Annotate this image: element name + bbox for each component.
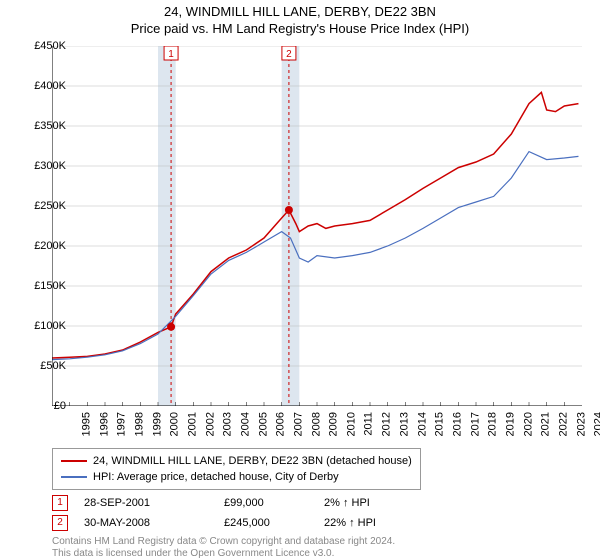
legend-swatch-icon [61,476,87,478]
y-axis-tick-label: £300K [20,160,66,172]
x-axis-tick-label: 2018 [487,412,499,436]
x-axis-tick-label: 2000 [169,412,181,436]
x-axis-tick-label: 2010 [345,412,357,436]
x-axis-tick-label: 2022 [557,412,569,436]
chart-subtitle: Price paid vs. HM Land Registry's House … [0,21,600,36]
x-axis-tick-label: 1997 [116,412,128,436]
x-axis-tick-label: 1996 [98,412,110,436]
sale-pct: 22% ↑ HPI [324,517,376,529]
x-axis-tick-label: 2021 [540,412,552,436]
legend-label: 24, WINDMILL HILL LANE, DERBY, DE22 3BN … [93,455,412,467]
x-axis-tick-label: 2014 [416,412,428,436]
sale-record-2: 2 30-MAY-2008 £245,000 22% ↑ HPI [52,514,376,532]
sale-price: £245,000 [224,517,324,529]
sale-price: £99,000 [224,497,324,509]
attribution-line1: Contains HM Land Registry data © Crown c… [52,536,395,548]
sale-date: 30-MAY-2008 [84,517,224,529]
x-axis-tick-label: 2008 [310,412,322,436]
legend-swatch-icon [61,460,87,462]
y-axis-tick-label: £50K [20,360,66,372]
x-axis-tick-label: 2005 [257,412,269,436]
x-axis-tick-label: 2009 [328,412,340,436]
x-axis-tick-label: 2013 [398,412,410,436]
x-axis-tick-label: 1998 [133,412,145,436]
attribution-line2: This data is licensed under the Open Gov… [52,548,395,560]
y-axis-tick-label: £150K [20,280,66,292]
sale-record-1: 1 28-SEP-2001 £99,000 2% ↑ HPI [52,494,370,512]
attribution-text: Contains HM Land Registry data © Crown c… [52,536,395,560]
chart-legend: 24, WINDMILL HILL LANE, DERBY, DE22 3BN … [52,448,421,490]
x-axis-tick-label: 2003 [222,412,234,436]
chart-title: 24, WINDMILL HILL LANE, DERBY, DE22 3BN [0,4,600,19]
x-axis-tick-label: 2004 [239,412,251,436]
x-axis-tick-label: 2015 [434,412,446,436]
y-axis-tick-label: £250K [20,200,66,212]
x-axis-tick-label: 2024 [593,412,600,436]
x-axis-tick-label: 2020 [522,412,534,436]
y-axis-tick-label: £350K [20,120,66,132]
line-chart-svg: 12 [52,46,582,406]
x-axis-tick-label: 2001 [186,412,198,436]
x-axis-tick-label: 2016 [451,412,463,436]
y-axis-tick-label: £100K [20,320,66,332]
y-axis-tick-label: £200K [20,240,66,252]
legend-item-property: 24, WINDMILL HILL LANE, DERBY, DE22 3BN … [61,453,412,469]
x-axis-tick-label: 1999 [151,412,163,436]
legend-label: HPI: Average price, detached house, City… [93,471,339,483]
x-axis-tick-label: 1995 [80,412,92,436]
sale-pct: 2% ↑ HPI [324,497,370,509]
chart-plot-area: 12 [52,46,582,406]
x-axis-tick-label: 2023 [575,412,587,436]
legend-item-hpi: HPI: Average price, detached house, City… [61,469,412,485]
svg-text:1: 1 [168,49,174,60]
x-axis-tick-label: 2017 [469,412,481,436]
y-axis-tick-label: £450K [20,40,66,52]
x-axis-tick-label: 2011 [362,412,374,436]
sale-date: 28-SEP-2001 [84,497,224,509]
y-axis-tick-label: £400K [20,80,66,92]
x-axis-tick-label: 2007 [292,412,304,436]
x-axis-tick-label: 2006 [275,412,287,436]
x-axis-tick-label: 2019 [504,412,516,436]
sale-marker-icon: 1 [52,495,68,511]
y-axis-tick-label: £0 [20,400,66,412]
x-axis-tick-label: 2012 [381,412,393,436]
x-axis-tick-label: 2002 [204,412,216,436]
svg-text:2: 2 [286,49,292,60]
sale-marker-icon: 2 [52,515,68,531]
